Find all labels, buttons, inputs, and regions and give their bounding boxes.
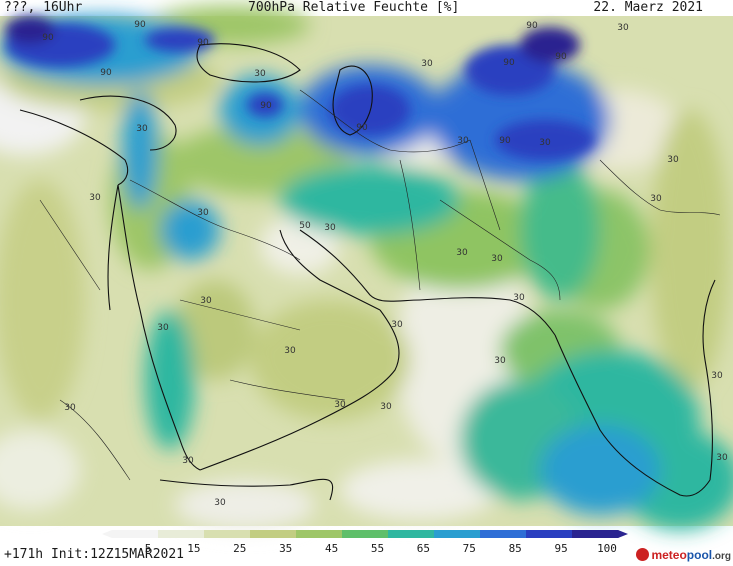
colorbar-swatch (158, 530, 205, 538)
contour-label: 30 (182, 456, 194, 466)
colorbar-swatch (112, 530, 159, 538)
contour-label: 30 (136, 124, 148, 134)
colorbar-label: 95 (554, 542, 567, 555)
map-title: 700hPa Relative Feuchte [%] (248, 0, 460, 15)
logo-icon (636, 548, 650, 561)
contour-label: 90 (100, 68, 112, 78)
contour-label: 30 (513, 293, 525, 303)
contour-label: 90 (260, 101, 272, 111)
contour-label: 30 (711, 371, 723, 381)
contour-label: 30 (456, 248, 468, 258)
contour-label: 30 (284, 346, 296, 356)
colorbar-swatch (434, 530, 481, 538)
contour-label: 90 (526, 21, 538, 31)
colorbar-label: 45 (325, 542, 338, 555)
humidity-field (0, 5, 733, 530)
contour-label: 30 (380, 402, 392, 412)
contour-label: 30 (716, 453, 728, 463)
colorbar-swatch (388, 530, 435, 538)
contour-labels: 90 90 90 90 90 90 90 90 90 90 30 30 30 30 30 30 30 30 30 30… (42, 20, 728, 508)
contour-label: 30 (89, 193, 101, 203)
contour-label: 90 (42, 33, 54, 43)
colorbar: 5 15 25 35 45 55 65 75 85 95 100 (102, 530, 628, 555)
colorbar-swatch (296, 530, 343, 538)
contour-label: 90 (555, 52, 567, 62)
map-date: 22. Maerz 2021 (593, 0, 703, 15)
coastlines (19, 43, 716, 501)
contour-label: 30 (334, 400, 346, 410)
colorbar-swatch (480, 530, 527, 538)
contour-label: 30 (200, 296, 212, 306)
colorbar-swatch (572, 530, 619, 538)
contour-label: 90 (356, 123, 368, 133)
contour-label: 30 (650, 194, 662, 204)
contour-label: 30 (494, 356, 506, 366)
colorbar-arrow-left (102, 530, 112, 538)
colorbar-arrow (618, 530, 628, 538)
contour-label: 30 (197, 208, 209, 218)
colorbar-label: 85 (509, 542, 522, 555)
contour-label: 30 (214, 498, 226, 508)
contour-label: 30 (539, 138, 551, 148)
colorbar-label: 25 (233, 542, 246, 555)
contour-label: 30 (324, 223, 336, 233)
logo-text-a: meteo (651, 548, 687, 562)
contour-label: 30 (64, 403, 76, 413)
contour-label: 30 (421, 59, 433, 69)
run-info: +171h Init:12Z15MAR2021 (4, 547, 185, 562)
colorbar-label: 15 (187, 542, 200, 555)
colorbar-label: 100 (597, 542, 617, 555)
colorbar-swatch (250, 530, 297, 538)
colorbar-label: 35 (279, 542, 292, 555)
colorbar-label: 55 (371, 542, 384, 555)
contour-label: 30 (491, 254, 503, 264)
contour-label: 90 (503, 58, 515, 68)
contour-label: 30 (667, 155, 679, 165)
borders (39, 89, 721, 481)
colorbar-swatch (526, 530, 573, 538)
contour-label: 30 (617, 23, 629, 33)
contour-label: 90 (499, 136, 511, 146)
contour-label: 30 (391, 320, 403, 330)
contour-label: 50 (299, 221, 311, 231)
logo-text-c: .org (712, 551, 731, 562)
contour-label: 90 (134, 20, 146, 30)
header-left: ???, 16Uhr (4, 0, 83, 15)
colorbar-label: 5 (145, 542, 152, 555)
contour-label: 30 (457, 136, 469, 146)
contour-label: 30 (157, 323, 169, 333)
colorbar-swatch (204, 530, 251, 538)
colorbar-label: 75 (463, 542, 476, 555)
contour-label: 90 (197, 38, 209, 48)
logo-text-b: pool (686, 548, 713, 562)
colorbar-swatch (342, 530, 389, 538)
meteopool-logo[interactable]: meteopool.org (636, 548, 731, 562)
colorbar-label: 65 (417, 542, 430, 555)
contour-label: 30 (254, 69, 266, 79)
